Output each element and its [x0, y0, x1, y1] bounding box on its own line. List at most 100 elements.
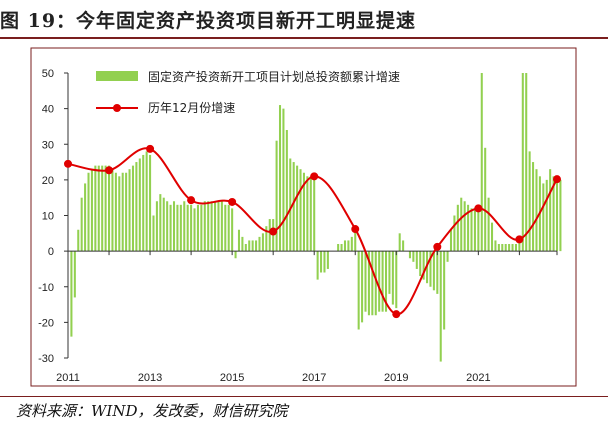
bar [299, 169, 302, 252]
line-point [310, 172, 319, 181]
bar [374, 251, 377, 316]
legend: 固定资产投资新开工项目计划总投资额累计增速 历年12月份增速 [96, 69, 400, 115]
y-tick-label: 0 [48, 246, 54, 258]
bar [326, 251, 329, 269]
bar [480, 73, 483, 252]
bar [552, 176, 555, 252]
bar [135, 162, 138, 252]
bar [378, 251, 381, 312]
bar [190, 204, 193, 252]
bar [131, 165, 134, 252]
bar [432, 251, 435, 291]
x-tick-label: 2013 [138, 372, 162, 384]
bar [265, 226, 268, 252]
figure-title: 图 19：今年固定资产投资项目新开工明显提速 [0, 10, 417, 32]
legend-label-line: 历年12月份增速 [148, 101, 235, 115]
bar [460, 197, 463, 252]
bar [118, 176, 121, 252]
bar [439, 251, 442, 362]
bar [275, 140, 278, 252]
bar [104, 165, 107, 252]
bar [251, 240, 254, 252]
bar [415, 251, 418, 269]
bar [179, 204, 182, 252]
bar [224, 204, 227, 252]
bar [255, 240, 258, 252]
bar [90, 169, 93, 252]
bar [350, 236, 353, 252]
bar [320, 251, 323, 273]
bar [227, 204, 230, 252]
bar [555, 179, 559, 252]
bar [542, 183, 545, 252]
y-tick-label: 10 [42, 211, 54, 223]
line-point [553, 175, 561, 184]
bar [501, 244, 504, 252]
bar [347, 240, 350, 252]
bar [244, 244, 247, 252]
bar [484, 147, 487, 252]
bar [196, 204, 199, 252]
bar [128, 169, 131, 252]
bar [422, 251, 425, 280]
bar [169, 204, 172, 252]
bar [473, 208, 476, 252]
line-point [392, 310, 401, 319]
bar [73, 251, 76, 298]
y-tick-label: 50 [42, 68, 54, 80]
line-point [269, 227, 278, 236]
bar [214, 201, 217, 252]
bar [193, 208, 196, 252]
x-tick-label: 2015 [220, 372, 244, 384]
bar [282, 108, 285, 252]
bar [511, 244, 514, 252]
bar [84, 183, 87, 252]
bar [285, 130, 288, 252]
bar [152, 215, 155, 252]
line-point [474, 204, 483, 213]
line-point [515, 235, 524, 244]
bar [446, 251, 449, 262]
bar [302, 172, 305, 252]
bar [268, 219, 271, 252]
bar [94, 165, 97, 252]
y-tick-label: -20 [38, 317, 54, 329]
bar [237, 229, 241, 252]
y-tick-label: 20 [42, 175, 54, 187]
y-axis: -30 -20 -10 0 10 20 30 40 50 [38, 68, 69, 365]
bar [186, 204, 189, 252]
bar [70, 251, 73, 337]
bar [292, 162, 295, 252]
bar [278, 105, 282, 252]
bar [395, 251, 398, 309]
bar [162, 197, 165, 252]
bar [234, 251, 237, 259]
bar [313, 176, 316, 252]
line-point [146, 144, 155, 153]
bar [159, 194, 162, 252]
bar [231, 208, 234, 252]
line-point [228, 197, 237, 206]
bar [172, 201, 176, 252]
title-rule [0, 37, 608, 39]
bar [210, 201, 213, 252]
bar [149, 154, 152, 252]
bar [521, 73, 524, 252]
bar [261, 233, 264, 252]
bar [200, 204, 203, 252]
x-tick-label: 2021 [466, 372, 490, 384]
bar [487, 197, 490, 252]
x-tick-label: 2017 [302, 372, 326, 384]
bar [408, 251, 411, 259]
bar [217, 201, 220, 252]
bar [391, 251, 394, 305]
bar [449, 229, 453, 252]
bar [508, 244, 511, 252]
line-point [187, 196, 196, 205]
x-tick-label: 2011 [56, 372, 80, 384]
bar [525, 73, 528, 252]
bar [155, 201, 158, 252]
bar [381, 251, 384, 312]
bar [361, 251, 364, 323]
